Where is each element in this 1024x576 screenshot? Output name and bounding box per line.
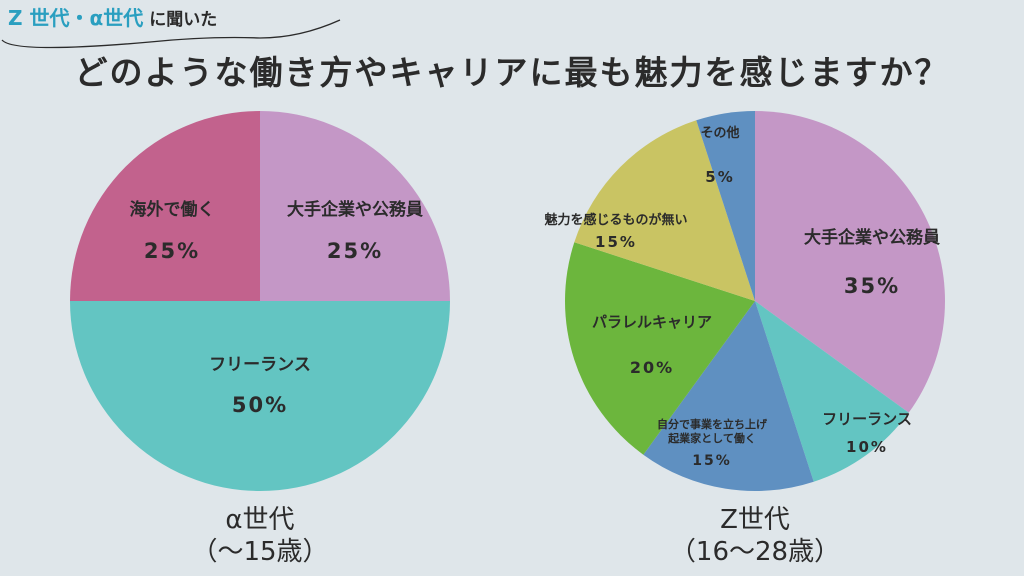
z-caption: Z世代 （16〜28歳） bbox=[635, 504, 875, 568]
survey-kicker: Z 世代・α世代 に聞いた bbox=[8, 2, 217, 31]
z-slice-label-2: 自分で事業を立ち上げ bbox=[657, 417, 768, 431]
z-slice-label-1: フリーランス bbox=[822, 410, 912, 428]
z-slice-value-0: 35% bbox=[844, 274, 900, 298]
z-chart-subtitle: （16〜28歳） bbox=[669, 537, 841, 567]
z-slice-value-4: 15% bbox=[595, 233, 637, 251]
alpha-pie-slice-2 bbox=[70, 111, 260, 301]
z-pie-slice-2 bbox=[643, 301, 814, 491]
alpha-slice-label-1: フリーランス bbox=[209, 355, 311, 375]
z-chart-title: Z世代 bbox=[720, 505, 790, 535]
z-slice-label-5: その他 bbox=[700, 125, 739, 141]
z-pie-slice-5 bbox=[696, 111, 755, 301]
alpha-slice-value-2: 25% bbox=[144, 239, 200, 263]
alpha-slice-label-2: 海外で働く bbox=[130, 199, 215, 220]
z-slice-value-2: 15% bbox=[692, 453, 732, 469]
z-pie-slice-1 bbox=[755, 301, 909, 482]
alpha-caption: α世代 （〜15歳） bbox=[140, 504, 380, 568]
survey-question: どのような働き方やキャリアに最も魅力を感じますか？ bbox=[74, 53, 950, 92]
z-pie-slice-4 bbox=[574, 120, 755, 302]
z-slice-value-3: 20% bbox=[630, 358, 674, 377]
alpha-pie-slice-1 bbox=[70, 301, 450, 491]
alpha-slice-value-1: 50% bbox=[232, 393, 288, 417]
z-slice-label-2: 起業家として働く bbox=[667, 431, 756, 445]
z-slice-label-4: 魅力を感じるものが無い bbox=[544, 212, 687, 228]
z-slice-value-1: 10% bbox=[846, 438, 888, 456]
kicker-underline bbox=[1, 19, 341, 49]
kicker-asked: に聞いた bbox=[149, 10, 218, 30]
z-slice-value-5: 5% bbox=[705, 168, 734, 186]
alpha-slice-label-0: 大手企業や公務員 bbox=[287, 199, 423, 220]
alpha-slice-value-0: 25% bbox=[327, 239, 383, 263]
z-slice-label-3: パラレルキャリア bbox=[592, 313, 712, 331]
kicker-generations: Z 世代・α世代 bbox=[8, 6, 144, 30]
alpha-chart-title: α世代 bbox=[225, 505, 295, 535]
alpha-pie-slice-0 bbox=[260, 111, 450, 301]
z-pie-slice-0 bbox=[755, 111, 945, 413]
z-slice-label-0: 大手企業や公務員 bbox=[804, 227, 940, 248]
alpha-chart-subtitle: （〜15歳） bbox=[191, 537, 329, 567]
z-pie-slice-3 bbox=[565, 242, 755, 455]
